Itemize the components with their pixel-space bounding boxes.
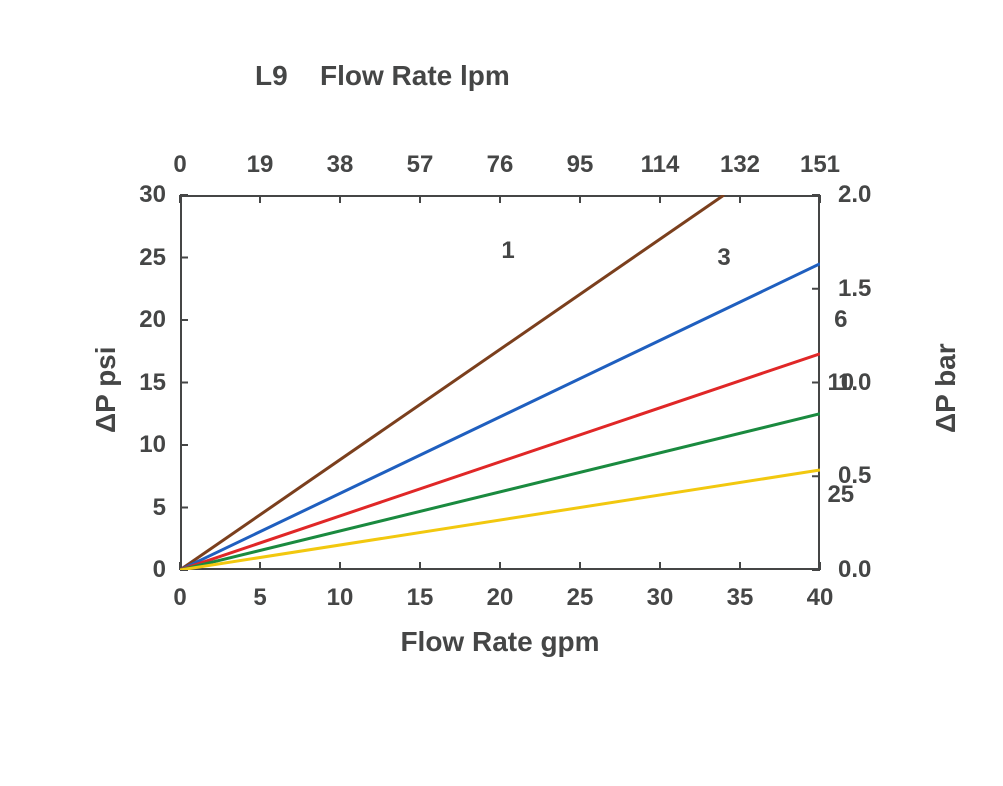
tick-label: 30: [139, 181, 166, 209]
tick-label: 0: [173, 151, 186, 179]
x-bottom-axis-label: Flow Rate gpm: [400, 626, 599, 658]
chart-stage: L9 Flow Rate lpm Flow Rate gpm ΔP psi ΔP…: [0, 0, 1003, 786]
tick-label: 10: [139, 431, 166, 459]
series-line: [180, 354, 820, 570]
tick-label: 1.5: [838, 275, 871, 303]
tick-label: 25: [139, 244, 166, 272]
tick-label: 5: [253, 584, 266, 612]
y-left-axis-label: ΔP psi: [90, 346, 122, 433]
series-label: 25: [827, 481, 854, 509]
chart-top-axis-title: Flow Rate lpm: [320, 60, 510, 92]
tick-label: 114: [641, 151, 680, 179]
tick-label: 10: [327, 584, 354, 612]
tick-label: 76: [487, 151, 514, 179]
series-label: 3: [717, 244, 730, 272]
series-label: 6: [834, 306, 847, 334]
series-line: [180, 414, 820, 570]
tick-label: 2.0: [838, 181, 871, 209]
tick-label: 95: [567, 151, 594, 179]
series-label: 1: [501, 237, 514, 265]
series-label: 10: [827, 369, 854, 397]
tick-label: 15: [407, 584, 434, 612]
tick-label: 40: [807, 584, 834, 612]
tick-label: 19: [247, 151, 274, 179]
tick-label: 25: [567, 584, 594, 612]
y-right-axis-label: ΔP bar: [930, 343, 962, 433]
tick-label: 15: [139, 369, 166, 397]
chart-code-label: L9: [255, 60, 288, 92]
tick-label: 57: [407, 151, 434, 179]
series-line: [180, 470, 820, 570]
tick-label: 35: [727, 584, 754, 612]
series-line: [180, 195, 724, 570]
tick-label: 5: [153, 494, 166, 522]
tick-label: 20: [139, 306, 166, 334]
tick-label: 30: [647, 584, 674, 612]
tick-label: 151: [800, 151, 840, 179]
tick-label: 0: [173, 584, 186, 612]
tick-label: 0: [153, 556, 166, 584]
tick-label: 20: [487, 584, 514, 612]
tick-label: 38: [327, 151, 354, 179]
series-line: [180, 264, 820, 570]
tick-label: 132: [720, 151, 760, 179]
tick-label: 0.0: [838, 556, 871, 584]
